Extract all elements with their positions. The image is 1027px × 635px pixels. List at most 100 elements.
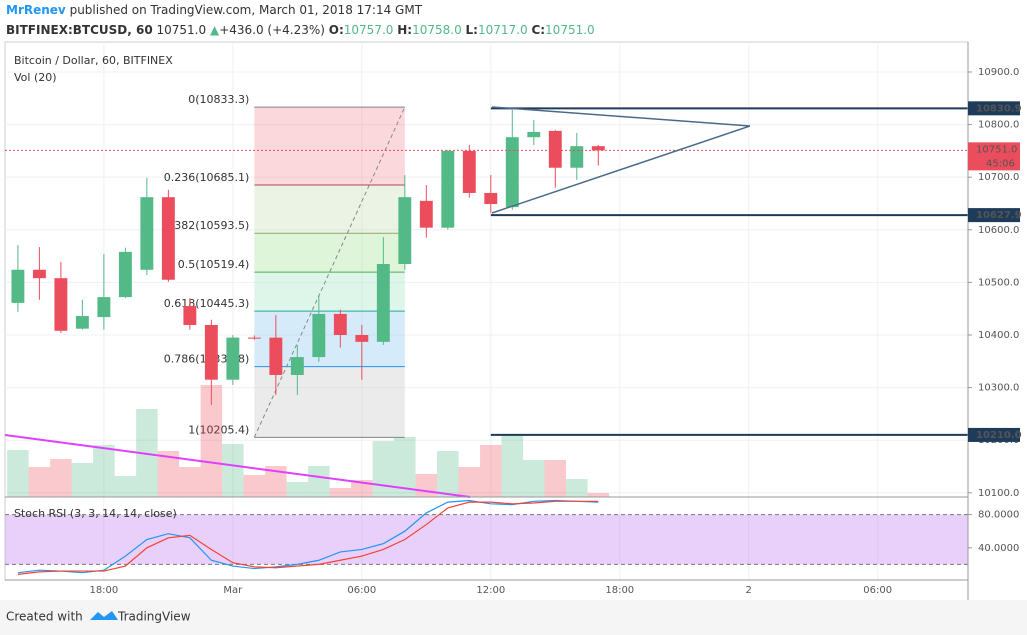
open-label: O: bbox=[329, 23, 344, 37]
volume-bar bbox=[458, 467, 481, 497]
triangle-line bbox=[491, 125, 751, 214]
candle-body bbox=[269, 337, 283, 375]
candle-body bbox=[591, 146, 605, 151]
volume-bar bbox=[372, 441, 395, 497]
rsi-tick-label: 40.0000 bbox=[978, 543, 1019, 554]
header: MrRenev published on TradingView.com, Ma… bbox=[6, 3, 423, 17]
volume-bar bbox=[501, 434, 524, 497]
candle-body bbox=[183, 306, 197, 325]
candle-body bbox=[54, 278, 68, 331]
countdown: 45:06 bbox=[986, 158, 1015, 169]
y-tick-label: 10400.0 bbox=[978, 330, 1019, 341]
candle-body bbox=[484, 192, 498, 205]
y-tick-label: 10500.0 bbox=[978, 277, 1019, 288]
rsi-tick-label: 80.0000 bbox=[978, 510, 1019, 521]
price-tag-label: 10210.0 bbox=[976, 430, 1022, 441]
volume bbox=[7, 385, 610, 497]
volume-bar bbox=[480, 445, 502, 497]
price-lines bbox=[5, 107, 968, 436]
y-tick-label: 10100.0 bbox=[978, 488, 1019, 499]
symbol: BITFINEX:BTCUSD, 60 bbox=[6, 23, 153, 37]
last-price-label: 10751.0 bbox=[976, 144, 1017, 155]
candle-body bbox=[312, 313, 326, 358]
candle-body bbox=[548, 130, 562, 168]
candle-body bbox=[75, 316, 89, 329]
price-tag-label: 10627.9 bbox=[976, 210, 1022, 221]
footer-created: Created with bbox=[6, 610, 83, 624]
fib-label: 0.618(10445.3) bbox=[164, 297, 250, 310]
open: 10757.0 bbox=[344, 23, 394, 37]
volume-bar bbox=[114, 476, 137, 497]
candle-body bbox=[355, 334, 369, 342]
price-tag bbox=[968, 101, 1020, 116]
volume-bar bbox=[28, 467, 51, 497]
last-price-tag bbox=[968, 142, 1020, 171]
volume-bar bbox=[243, 475, 266, 497]
x-tick-label: 06:00 bbox=[347, 585, 376, 596]
volume-bar bbox=[437, 451, 459, 497]
candle-body bbox=[527, 131, 541, 138]
volume-bar bbox=[93, 445, 115, 497]
volume-bar bbox=[179, 467, 201, 497]
author: MrRenev bbox=[6, 3, 66, 17]
change: +436.0 (+4.23%) bbox=[219, 23, 325, 37]
candle-body bbox=[398, 197, 412, 264]
candle-body bbox=[226, 337, 240, 380]
symbol-line: BITFINEX:BTCUSD, 60 10751.0 ▲+436.0 (+4.… bbox=[6, 23, 595, 37]
volume-bar bbox=[308, 466, 330, 497]
triangle-line bbox=[491, 106, 751, 127]
candle-body bbox=[140, 197, 154, 270]
volume-bar bbox=[544, 460, 567, 497]
up-arrow: ▲ bbox=[210, 23, 220, 37]
volume-bar bbox=[523, 460, 545, 497]
low-label: L: bbox=[466, 23, 478, 37]
candles bbox=[11, 109, 605, 405]
candle-body bbox=[441, 150, 455, 228]
x-tick-label: 2 bbox=[746, 585, 752, 596]
x-tick-label: 18:00 bbox=[89, 585, 118, 596]
fib-label: 0.382(10593.5) bbox=[164, 219, 250, 232]
candle-body bbox=[419, 200, 433, 228]
volume-bar bbox=[157, 451, 180, 497]
fib-band bbox=[254, 366, 405, 438]
chart-title: Bitcoin / Dollar, 60, BITFINEX bbox=[14, 54, 173, 67]
volume-bar bbox=[71, 463, 94, 497]
volume-bar bbox=[415, 474, 438, 497]
volume-bar bbox=[566, 479, 588, 497]
candle-body bbox=[32, 269, 46, 279]
candle-body bbox=[118, 251, 132, 298]
footer-bar bbox=[0, 600, 1027, 635]
fib-label: 0.236(10685.1) bbox=[164, 171, 250, 184]
volume-bar bbox=[50, 459, 72, 497]
y-tick-label: 10700.0 bbox=[978, 172, 1019, 183]
footer-brand[interactable]: TradingView bbox=[117, 610, 191, 624]
logo bbox=[90, 611, 118, 620]
candle-body bbox=[505, 137, 519, 208]
rsi-band bbox=[5, 514, 968, 565]
volume-bar bbox=[222, 444, 244, 497]
candle-body bbox=[462, 150, 476, 193]
y-tick-label: 10300.0 bbox=[978, 383, 1019, 394]
fib-label: 0(10833.3) bbox=[188, 93, 249, 106]
volume-legend: Vol (20) bbox=[14, 71, 57, 84]
candle-body bbox=[204, 324, 218, 380]
candle-body bbox=[376, 263, 390, 342]
rsi-line bbox=[17, 500, 599, 575]
y-tick-label: 10900.0 bbox=[978, 67, 1019, 78]
volume-bar bbox=[200, 385, 223, 497]
volume-bar bbox=[587, 493, 610, 497]
fib-label: 0.5(10519.4) bbox=[178, 258, 250, 271]
candle-body bbox=[290, 357, 304, 375]
x-tick-label: 18:00 bbox=[605, 585, 634, 596]
price-tag bbox=[968, 427, 1020, 442]
x-tick-label: 06:00 bbox=[863, 585, 892, 596]
volume-bar bbox=[329, 488, 352, 497]
candle-body bbox=[11, 269, 25, 303]
close: 10751.0 bbox=[545, 23, 595, 37]
price: 10751.0 bbox=[157, 23, 207, 37]
volume-bar bbox=[394, 437, 416, 497]
y-tick-label: 10600.0 bbox=[978, 225, 1019, 236]
low: 10717.0 bbox=[478, 23, 528, 37]
x-tick-label: 12:00 bbox=[476, 585, 505, 596]
